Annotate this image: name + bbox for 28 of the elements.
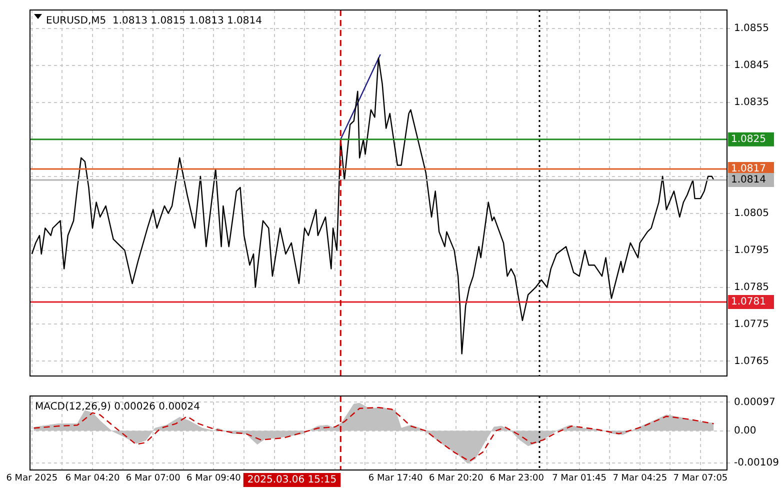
ref-line-label: 1.0817 [731,164,766,175]
text: MACD(12,26,9) 0.00026 0.00024 [35,402,200,413]
x-tick-label: 7 Mar 07:05 [673,474,728,484]
text: EURUSD,M5 1.0813 1.0815 1.0813 1.0814 [46,16,262,27]
x-tick-label: 6 Mar 17:40 [368,474,423,484]
x-tick-label: 7 Mar 01:45 [552,474,606,484]
x-tick-label: 6 Mar 20:20 [428,474,484,484]
y-tick-label: 1.0775 [734,318,769,330]
y-tick-label: 1.0785 [734,282,769,293]
x-tick-label: 6 Mar 07:00 [126,474,181,484]
y-tick-label: 0.00 [734,425,756,436]
y-tick-label: 1.0805 [734,208,769,219]
x-tick-label: 6 Mar 09:40 [186,474,242,484]
y-tick-label: 0.00097 [734,396,776,408]
ref-line-label: 1.0814 [731,174,766,186]
x-tick-label: 6 Mar 04:20 [65,474,120,484]
x-tick-label: 6 Mar 23:00 [490,474,544,484]
y-tick-label: -0.00109 [734,458,779,469]
y-tick-label: 1.0845 [734,60,769,72]
x-tick-label: 6 Mar 2025 [6,474,58,484]
y-tick-label: 1.0835 [734,97,769,108]
y-tick-label: 1.0795 [734,244,769,256]
x-tick-label: 7 Mar 04:25 [612,474,668,484]
y-tick-label: 1.0855 [734,23,769,34]
ref-line-label: 1.0825 [731,134,766,145]
y-tick-label: 1.0765 [734,356,769,367]
ref-line-label: 2025.03.06 15:15 [247,474,337,486]
ref-line-label: 1.0781 [731,296,766,308]
